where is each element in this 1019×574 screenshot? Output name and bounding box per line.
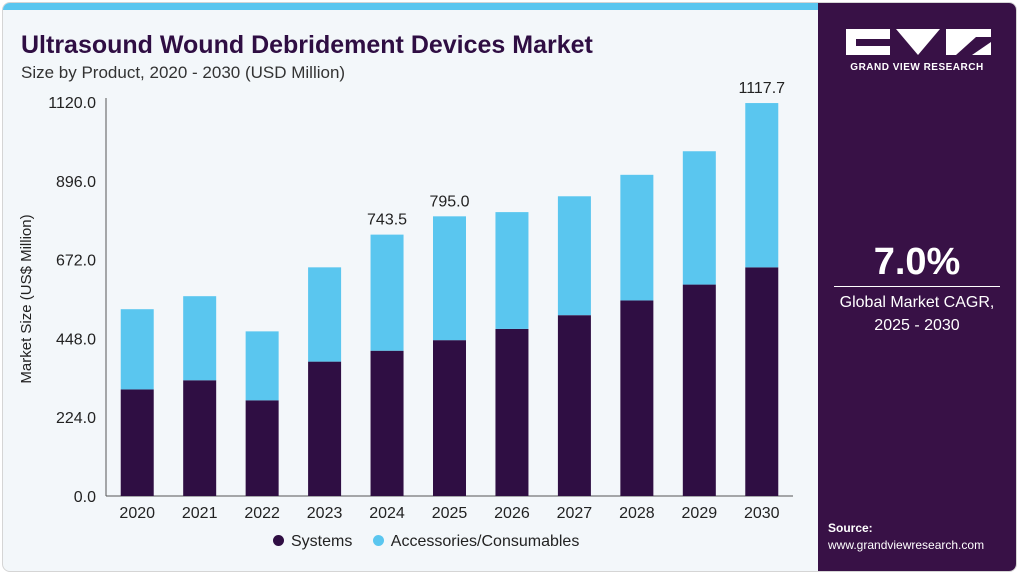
chart-title: Ultrasound Wound Debridement Devices Mar… — [21, 31, 593, 59]
bar-accessories-2025 — [433, 216, 466, 341]
source-label: Source: — [828, 521, 873, 535]
bar-accessories-2020 — [120, 309, 154, 390]
x-tick-label: 2022 — [244, 505, 280, 522]
y-tick-label: 672.0 — [56, 253, 96, 270]
bar-accessories-2029 — [682, 151, 716, 285]
legend-swatch-accessories — [372, 535, 384, 546]
source-url: www.grandviewresearch.com — [828, 538, 985, 552]
summary-sidebar: GRAND VIEW RESEARCH 7.0% Global Market C… — [818, 3, 1016, 571]
bar-systems-2030 — [745, 267, 779, 496]
legend-item-accessories: Accessories/Consumables — [372, 533, 580, 551]
bar-systems-2026 — [495, 328, 529, 496]
y-tick-label: 0.0 — [74, 489, 96, 506]
chart-subtitle: Size by Product, 2020 - 2030 (USD Millio… — [21, 63, 346, 82]
y-tick-label: 1120.0 — [48, 95, 96, 112]
gvr-logo-icon — [846, 29, 991, 55]
bar-systems-2021 — [183, 380, 217, 496]
x-tick-label: 2026 — [494, 505, 530, 522]
x-tick-label: 2030 — [744, 505, 780, 522]
legend-label-accessories: Accessories/Consumables — [390, 533, 580, 550]
brand-name: GRAND VIEW RESEARCH — [850, 62, 984, 73]
bar-systems-2029 — [682, 284, 716, 496]
x-tick-label: 2021 — [182, 505, 218, 522]
data-label-total-2025: 795.0 — [429, 193, 469, 210]
bar-accessories-2023 — [308, 267, 342, 362]
x-tick-label: 2024 — [369, 505, 405, 522]
bar-systems-2022 — [245, 400, 279, 496]
cagr-divider — [834, 286, 1000, 287]
y-axis-label: Market Size (US$ Million) — [18, 214, 35, 383]
data-label-total-2024: 743.5 — [367, 212, 407, 229]
cagr-value: 7.0% — [873, 241, 961, 283]
top-accent-bar — [3, 3, 818, 10]
bar-systems-2020 — [120, 389, 154, 496]
x-tick-label: 2029 — [682, 505, 718, 522]
bar-accessories-2030 — [745, 103, 779, 268]
legend-swatch-systems — [273, 535, 284, 546]
bar-accessories-2026 — [495, 212, 529, 329]
x-tick-label: 2020 — [119, 505, 155, 522]
bar-systems-2025 — [433, 340, 466, 496]
x-tick-label: 2025 — [432, 505, 468, 522]
bar-chart: 0.0 224.0 448.0 672.0 896.0 1120.0 Market Size… — [18, 80, 793, 522]
cagr-label: Global Market CAGR, 2025 - 2030 — [818, 291, 1016, 337]
bar-accessories-2028 — [620, 174, 654, 301]
bar-accessories-2027 — [557, 196, 591, 316]
legend-item-systems: Systems — [273, 533, 352, 551]
bar-accessories-2022 — [245, 331, 279, 401]
bar-systems-2024 — [370, 350, 404, 496]
bar-systems-2028 — [620, 300, 654, 496]
bar-systems-2023 — [308, 361, 342, 496]
bar-accessories-2021 — [183, 296, 217, 381]
x-tick-label: 2028 — [619, 505, 655, 522]
y-tick-label: 224.0 — [56, 410, 96, 427]
x-tick-label: 2023 — [307, 505, 343, 522]
legend-label-systems: Systems — [291, 533, 353, 550]
bar-accessories-2024 — [370, 234, 404, 351]
cagr-label-line1: Global Market CAGR, — [839, 294, 995, 311]
bar-systems-2027 — [557, 315, 591, 496]
x-tick-label: 2027 — [557, 505, 593, 522]
chart-legend: Systems Accessories/Consumables — [273, 533, 595, 551]
y-tick-label: 896.0 — [56, 174, 96, 191]
y-tick-label: 448.0 — [56, 331, 96, 348]
data-label-total-2030: 1117.7 — [738, 80, 785, 97]
cagr-label-line2: 2025 - 2030 — [874, 317, 960, 334]
